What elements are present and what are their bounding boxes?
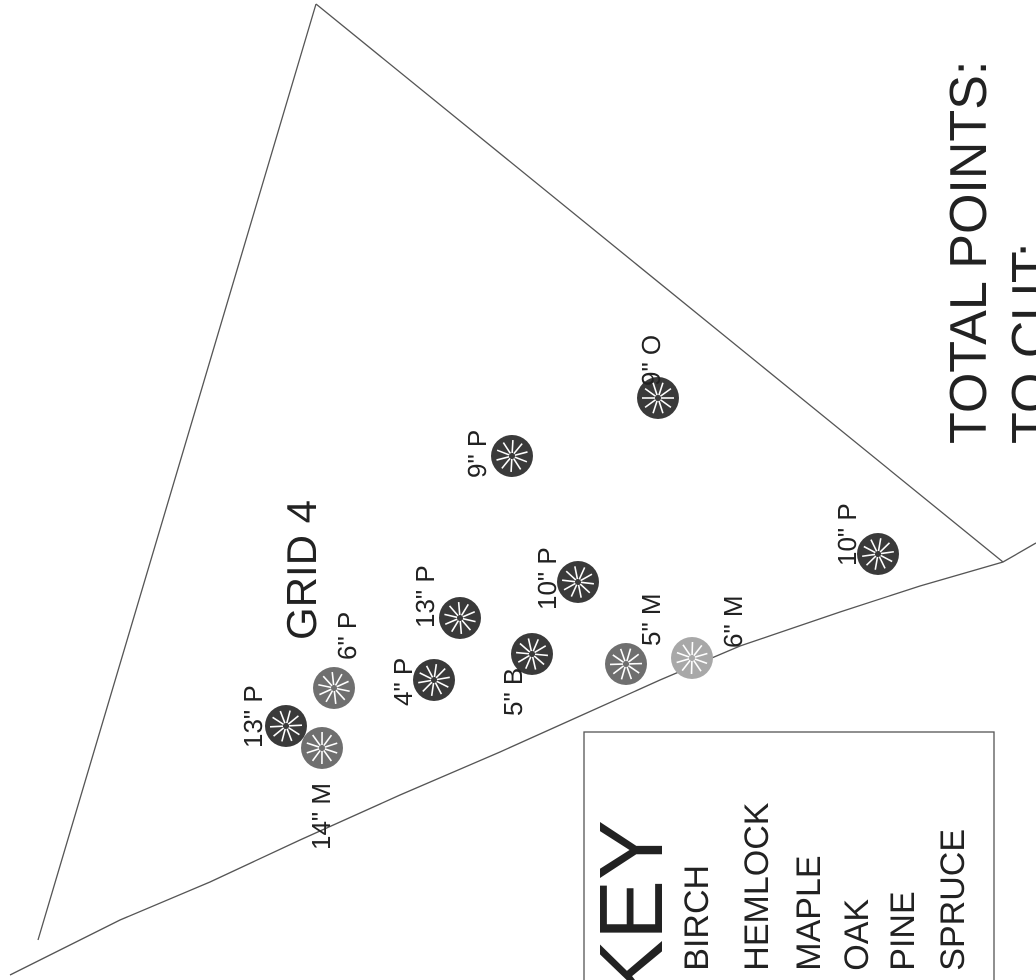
tree-marker: 10" P (532, 547, 599, 610)
tree-label: 10" P (532, 547, 562, 610)
tree-icon (557, 561, 599, 603)
tree-marker: 10" P (832, 503, 899, 575)
tree-marker: 5" B (498, 633, 553, 716)
tree-label: 6" M (718, 595, 748, 648)
tree-icon (313, 667, 355, 709)
to-cut-label: TO CUT: (1002, 243, 1036, 444)
boundary-line-south (9, 542, 1036, 976)
key-item-spruce: = SPRUCE (934, 829, 972, 980)
key-items: = BIRCH = HEMLOCK = MAPLE = OAK = PINE = SPRU… (678, 802, 972, 980)
tree-marker: 14" M (301, 727, 343, 850)
tree-label: 9" O (636, 335, 666, 386)
tree-marker: 5" M (605, 593, 666, 685)
tree-icon (671, 637, 713, 679)
tree-marker: 6" P (313, 612, 362, 709)
tree-marker: 9" O (636, 335, 679, 419)
key-item-pine: = PINE (884, 891, 922, 980)
key-item-birch: = BIRCH (678, 865, 716, 980)
key-item-oak: = OAK (838, 899, 876, 980)
tree-icon (511, 633, 553, 675)
tree-label: 6" P (332, 612, 362, 660)
key-legend: KEY = BIRCH = HEMLOCK = MAPLE = OAK = PINE = … (582, 731, 995, 980)
boundary-line-west (37, 3, 317, 941)
trees: 9" O 9" P 10" P 10" P 13" P 5" M 6" M 5" B 4" P 6… (238, 335, 899, 850)
tree-icon (605, 643, 647, 685)
tree-label: 9" P (462, 430, 492, 478)
total-points-label: TOTAL POINTS: (940, 61, 998, 444)
tree-label: 13" P (410, 565, 440, 628)
key-item-maple: = MAPLE (790, 855, 828, 980)
tree-label: 13" P (238, 685, 268, 748)
grid-label: GRID 4 (278, 500, 325, 640)
tree-label: 5" M (636, 593, 666, 646)
tree-icon (637, 377, 679, 419)
tree-icon (301, 727, 343, 769)
tree-icon (491, 435, 533, 477)
tree-marker: 6" M (671, 595, 748, 679)
tree-icon (439, 597, 481, 639)
tree-label: 5" B (498, 668, 528, 716)
grid-boundary (9, 3, 1036, 976)
key-box (583, 731, 995, 980)
tree-label: 4" P (388, 658, 418, 706)
tree-icon (265, 705, 307, 747)
tree-marker: 4" P (388, 658, 455, 706)
tree-label: 14" M (306, 783, 336, 850)
key-item-hemlock: = HEMLOCK (738, 802, 776, 980)
tree-marker: 13" P (410, 565, 481, 639)
boundary-line-northeast (315, 3, 1004, 563)
tree-label: 10" P (832, 503, 862, 566)
tree-marker: 13" P (238, 685, 307, 748)
tree-icon (413, 659, 455, 701)
key-title: KEY (582, 820, 682, 980)
tree-marker: 9" P (462, 430, 533, 478)
tree-icon (857, 533, 899, 575)
